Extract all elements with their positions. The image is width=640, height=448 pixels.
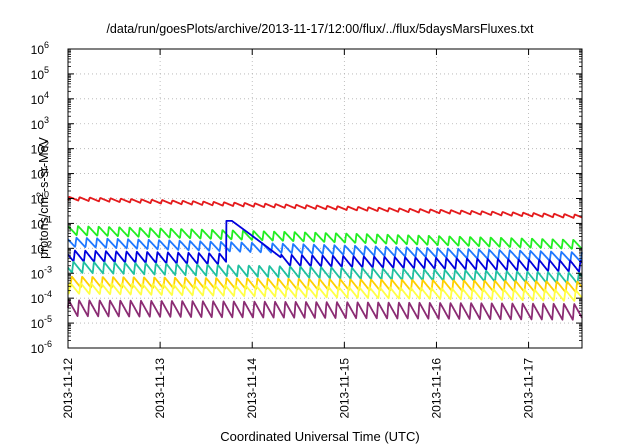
y-tick-label: 10 [31, 193, 45, 207]
tick-marks [67, 48, 582, 349]
y-tick-label-base: 10 [31, 43, 45, 57]
y-tick-label-base: 10 [31, 68, 45, 82]
y-tick-label-exp: -4 [44, 289, 52, 299]
y-axis-label-prefix: protons/cm [37, 197, 52, 259]
y-tick-label: 10 [31, 342, 45, 356]
y-tick-label: 10 [31, 267, 45, 281]
x-tick-labels: 2013-11-12 2013-11-13 2013-11-14 2013-11-15… [61, 358, 536, 419]
y-tick-label-exp: -2 [44, 239, 52, 249]
chart-title: /data/run/goesPlots/archive/2013-11-17/1… [106, 22, 534, 36]
y-axis-label-suffix: -s-sr-MeV [37, 137, 52, 192]
y-tick-label: 10 [31, 43, 45, 57]
y-tick-label-base: 10 [31, 217, 45, 231]
y-tick-label: 10 [31, 242, 45, 256]
series-group [67, 195, 583, 321]
x-tick-label: 2013-11-16 [429, 358, 443, 419]
y-tick-label: 10 [31, 317, 45, 331]
series-line-5 [67, 275, 583, 294]
y-tick-label-exp: -6 [44, 339, 52, 349]
y-tick-label-exp: -1 [44, 214, 52, 224]
y-tick-label-base: 10 [31, 168, 45, 182]
y-tick-label: 10 [31, 93, 45, 107]
y-tick-label-base: 10 [31, 193, 45, 207]
y-tick-label-exp: 3 [44, 115, 49, 125]
y-axis-label-sup: 2 [35, 192, 45, 198]
x-tick-label: 2013-11-13 [153, 358, 167, 419]
y-tick-label-base: 10 [31, 242, 45, 256]
grid [68, 49, 582, 348]
series-line-7 [67, 299, 583, 321]
series-line-3 [67, 219, 583, 273]
y-tick-label-exp: 4 [44, 90, 49, 100]
y-tick-label-exp: -3 [44, 264, 52, 274]
series-line-2 [67, 236, 583, 263]
y-tick-label-base: 10 [31, 143, 45, 157]
y-tick-label: 10 [31, 143, 45, 157]
series-line-1 [67, 225, 583, 250]
x-tick-label: 2013-11-12 [61, 358, 75, 419]
y-tick-label-base: 10 [31, 317, 45, 331]
y-tick-label-base: 10 [31, 267, 45, 281]
y-tick-label-exp: 6 [44, 40, 49, 50]
y-tick-label-base: 10 [31, 93, 45, 107]
y-tick-label: 10 [31, 168, 45, 182]
x-tick-label: 2013-11-17 [522, 358, 536, 419]
y-tick-label-exp: 5 [44, 65, 49, 75]
y-tick-label-base: 10 [31, 292, 45, 306]
x-axis-label: Coordinated Universal Time (UTC) [220, 429, 420, 444]
y-tick-label-base: 10 [31, 118, 45, 132]
x-tick-label: 2013-11-14 [245, 358, 259, 419]
y-tick-label: 10 [31, 68, 45, 82]
y-tick-label-exp: 0 [44, 190, 49, 200]
y-tick-label: 10 [31, 217, 45, 231]
series-line-4 [67, 260, 583, 285]
y-tick-label-exp: -5 [44, 314, 52, 324]
y-tick-label: 10 [31, 118, 45, 132]
y-tick-label-base: 10 [31, 342, 45, 356]
y-tick-label-exp: 2 [44, 140, 49, 150]
y-tick-label: 10 [31, 292, 45, 306]
x-tick-label: 2013-11-15 [337, 358, 351, 419]
series-line-6 [67, 281, 583, 302]
series-line-0 [67, 195, 583, 219]
y-axis-label: protons/cm2-s-sr-MeV [35, 98, 51, 298]
y-tick-label-exp: 1 [44, 165, 49, 175]
